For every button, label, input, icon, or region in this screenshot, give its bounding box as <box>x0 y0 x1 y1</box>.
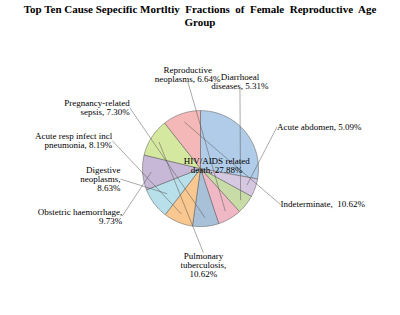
html-text:diseases, 5.31%: diseases, 5.31% <box>211 80 269 91</box>
svg-text:Pulmonarytuberculosis,10.62%: Pulmonarytuberculosis,10.62% <box>181 251 227 279</box>
svg-text:Obstetric haemorrhage,9.73%: Obstetric haemorrhage,9.73% <box>38 207 123 226</box>
svg-text:Reproductiveneoplasms, 6.64%: Reproductiveneoplasms, 6.64% <box>155 65 221 84</box>
svg-text:Pregnancy-relatedsepsis, 7.30%: Pregnancy-relatedsepsis, 7.30% <box>64 98 130 117</box>
html-text:Diarrhoeal: Diarrhoeal <box>220 71 260 82</box>
svg-text:HIV/AIDS relateddeath, 27.88%: HIV/AIDS relateddeath, 27.88% <box>184 156 251 175</box>
svg-text:Indeterminate, 10.62%: Indeterminate, 10.62% <box>281 199 366 209</box>
svg-text:Digestiveneoplasms,8.63%: Digestiveneoplasms,8.63% <box>80 165 121 193</box>
svg-text:Acute resp infect inclpneumoni: Acute resp infect inclpneumonia, 8.19% <box>35 131 113 150</box>
html-text:Top Ten Cause Sepecific Mortlt: Top Ten Cause Sepecific Mortltiy Fractio… <box>23 3 382 28</box>
svg-text:Acute abdomen, 5.09%: Acute abdomen, 5.09% <box>277 122 362 132</box>
